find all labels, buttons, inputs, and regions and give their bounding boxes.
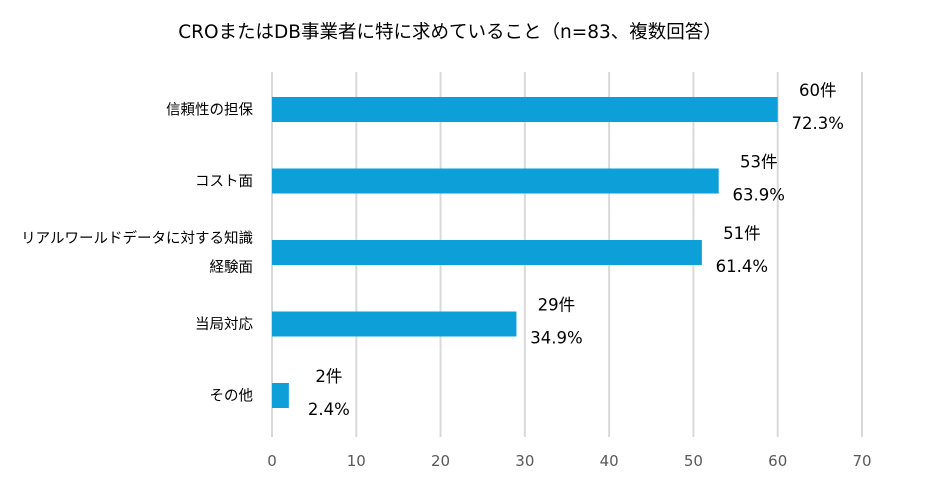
category-label: コスト面 (195, 174, 253, 190)
percent-label: 61.4% (716, 257, 768, 276)
count-label: 60件 (799, 81, 837, 100)
category-label: 経験面 (210, 259, 254, 276)
x-tick-label: 50 (684, 452, 703, 470)
x-tick-label: 60 (768, 452, 787, 470)
category-label: 当局対応 (195, 316, 253, 333)
category-label: リアルワールドデータに対する知識 (21, 229, 253, 247)
bar (272, 240, 702, 265)
bar (272, 97, 778, 122)
percent-label: 2.4% (308, 400, 350, 419)
category-label: その他 (210, 388, 254, 405)
count-label: 2件 (315, 367, 342, 386)
label-layer: 信頼性の担保 60件 72.3% コスト面 53件 63.9% リアルワールドデータに対する… (21, 81, 844, 419)
x-tick-label: 0 (267, 452, 277, 470)
x-tick-label: 40 (600, 452, 619, 470)
x-tick-label: 20 (431, 452, 450, 470)
axis-layer: 0 10 20 30 40 50 60 70 (267, 452, 871, 470)
x-tick-label: 10 (347, 452, 366, 470)
bar (272, 383, 289, 408)
x-tick-label: 30 (515, 452, 534, 470)
bar (272, 311, 517, 337)
percent-label: 72.3% (792, 114, 844, 133)
percent-label: 63.9% (733, 186, 785, 205)
bar (272, 168, 719, 194)
chart-title: CROまたはDB事業者に特に求めていること（n=83、複数回答） (178, 22, 722, 43)
category-label: 信頼性の担保 (166, 102, 253, 119)
count-label: 51件 (723, 224, 761, 243)
count-label: 53件 (740, 153, 778, 172)
x-tick-label: 70 (852, 452, 871, 470)
bar-layer (272, 97, 778, 408)
percent-label: 34.9% (530, 329, 582, 348)
count-label: 29件 (538, 296, 576, 315)
